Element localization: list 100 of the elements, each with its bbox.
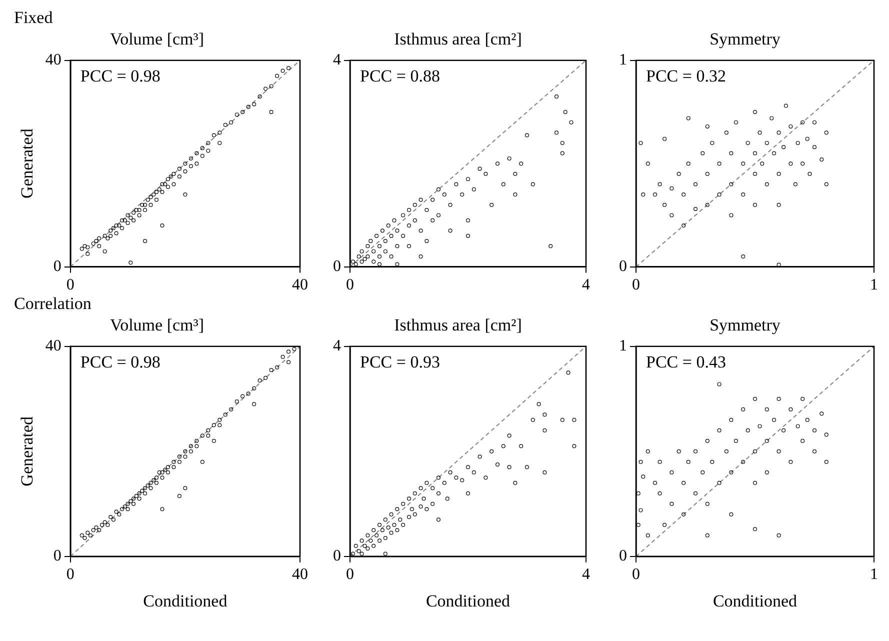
y-tick-label: 40 bbox=[45, 52, 62, 69]
point bbox=[820, 412, 824, 416]
y-tick-label: 0 bbox=[53, 258, 62, 276]
point bbox=[764, 407, 769, 412]
y-tick-label: 1 bbox=[619, 52, 627, 69]
point bbox=[824, 460, 828, 464]
y-tick-label: 4 bbox=[333, 338, 341, 355]
point bbox=[764, 470, 769, 474]
chart-title: Symmetry bbox=[710, 316, 781, 335]
x-tick-label: 0 bbox=[66, 566, 74, 584]
point bbox=[805, 418, 810, 422]
point bbox=[658, 460, 662, 464]
x-axis-title: Conditioned bbox=[712, 591, 798, 610]
point bbox=[758, 424, 762, 428]
x-tick-label: 0 bbox=[346, 276, 354, 294]
point bbox=[729, 470, 734, 474]
point bbox=[682, 480, 686, 485]
point bbox=[812, 428, 816, 432]
annotation: PCC = 0.93 bbox=[360, 352, 440, 372]
point bbox=[646, 533, 650, 538]
y-tick-label: 0 bbox=[619, 548, 627, 565]
point bbox=[729, 418, 734, 422]
point bbox=[670, 470, 674, 474]
point bbox=[694, 449, 698, 454]
annotation: PCC = 0.98 bbox=[80, 352, 160, 372]
point bbox=[686, 460, 690, 464]
point bbox=[717, 428, 722, 432]
point bbox=[729, 512, 734, 516]
point bbox=[638, 460, 643, 464]
point bbox=[658, 491, 662, 496]
point bbox=[753, 449, 757, 454]
point bbox=[710, 460, 714, 464]
point bbox=[800, 438, 805, 443]
annotation: PCC = 0.88 bbox=[360, 66, 440, 86]
y-tick-label: 0 bbox=[53, 548, 62, 565]
point bbox=[653, 480, 658, 485]
x-tick-label: 0 bbox=[632, 566, 640, 584]
point bbox=[824, 432, 828, 437]
point bbox=[705, 533, 710, 538]
point bbox=[741, 407, 746, 412]
x-tick-label: 1 bbox=[870, 276, 878, 294]
chart-subtitle: Correlation bbox=[14, 294, 92, 315]
point bbox=[724, 449, 728, 454]
x-tick-label: 40 bbox=[292, 566, 308, 584]
point bbox=[764, 438, 769, 443]
point bbox=[776, 533, 781, 538]
x-tick-label: 0 bbox=[632, 276, 640, 294]
point bbox=[796, 424, 800, 428]
x-tick-label: 40 bbox=[292, 276, 308, 294]
point bbox=[636, 522, 640, 527]
annotation: PCC = 0.32 bbox=[646, 66, 726, 86]
point bbox=[717, 382, 722, 386]
y-tick-label: 4 bbox=[333, 52, 341, 69]
y-tick-label: 0 bbox=[333, 258, 341, 276]
chart-title: Volume [cm³] bbox=[110, 316, 204, 335]
point bbox=[788, 407, 793, 412]
chart-title: Symmetry bbox=[710, 30, 781, 49]
annotation: PCC = 0.98 bbox=[80, 66, 160, 86]
point bbox=[776, 449, 781, 454]
y-axis-title: Generated bbox=[18, 416, 37, 486]
annotation: PCC = 0.43 bbox=[646, 352, 726, 372]
point bbox=[717, 480, 722, 485]
point bbox=[741, 460, 746, 464]
point bbox=[746, 428, 750, 432]
point bbox=[776, 396, 781, 401]
point bbox=[782, 428, 786, 432]
x-axis-title: Conditioned bbox=[143, 591, 228, 610]
point bbox=[676, 449, 681, 454]
point bbox=[772, 418, 776, 422]
chart-title: Volume [cm³] bbox=[110, 30, 204, 49]
point bbox=[694, 491, 698, 496]
point bbox=[812, 449, 816, 454]
point bbox=[705, 502, 710, 506]
x-tick-label: 4 bbox=[582, 276, 590, 294]
point bbox=[646, 449, 650, 454]
point bbox=[641, 474, 646, 479]
point bbox=[638, 508, 643, 512]
point bbox=[662, 522, 667, 527]
x-tick-label: 0 bbox=[66, 276, 74, 294]
point bbox=[753, 396, 757, 401]
point bbox=[734, 438, 738, 443]
point bbox=[753, 527, 757, 532]
x-tick-label: 1 bbox=[870, 566, 878, 584]
y-tick-label: 40 bbox=[45, 338, 62, 355]
point bbox=[700, 470, 705, 474]
chart-subtitle: Fixed bbox=[14, 8, 54, 29]
x-axis-title: Conditioned bbox=[426, 591, 511, 610]
point bbox=[636, 491, 640, 496]
point bbox=[670, 502, 674, 506]
point bbox=[705, 438, 710, 443]
y-tick-label: 0 bbox=[619, 258, 627, 276]
y-axis-title: Generated bbox=[18, 128, 37, 199]
point bbox=[753, 480, 757, 485]
point bbox=[788, 460, 793, 464]
chart-title: Isthmus area [cm²] bbox=[394, 316, 522, 335]
point bbox=[800, 396, 805, 401]
point bbox=[682, 512, 686, 516]
y-tick-label: 0 bbox=[333, 548, 341, 565]
x-tick-label: 0 bbox=[346, 566, 354, 584]
x-tick-label: 4 bbox=[582, 566, 590, 584]
